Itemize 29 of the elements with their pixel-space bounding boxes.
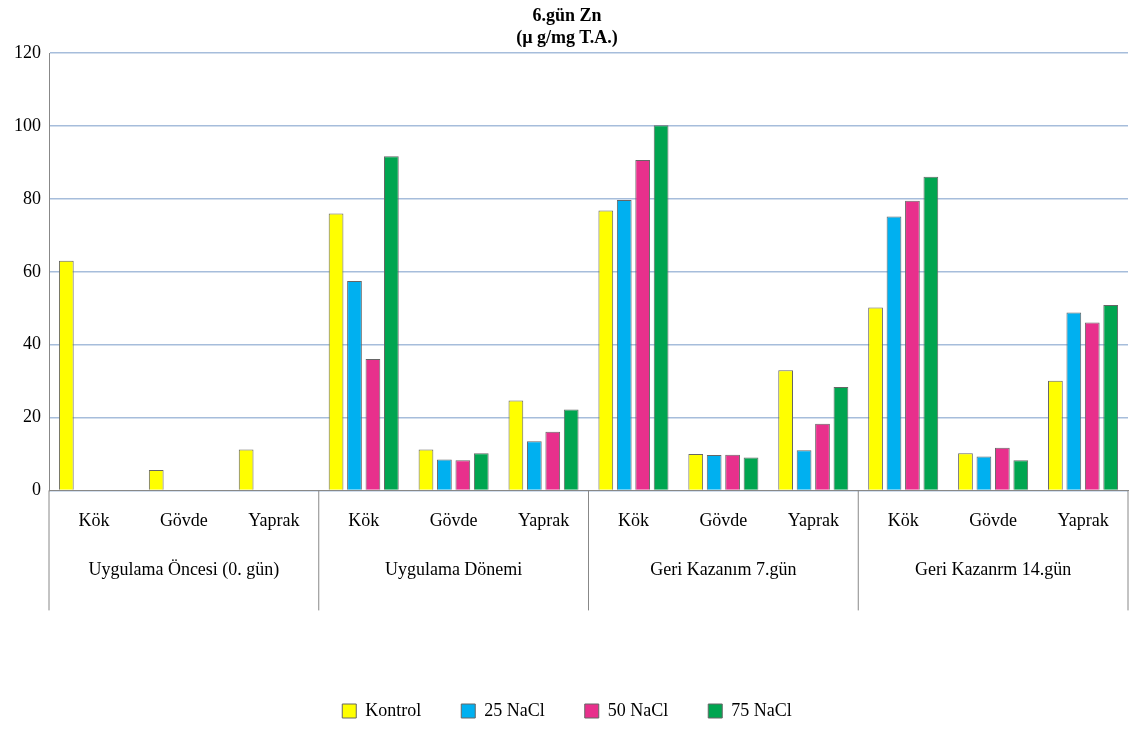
legend-label: 75 NaCl [731, 699, 792, 720]
y-tick-label: 60 [23, 260, 41, 281]
x-tick-label: Gövde [159, 509, 208, 530]
x-tick-label: Gövde [699, 509, 748, 530]
y-tick-label: 40 [23, 333, 41, 354]
x-tick-label: Kök [78, 509, 110, 530]
chart-subtitle: (µ g/mg T.A.) [516, 27, 618, 49]
x-tick-label: Kök [617, 509, 649, 530]
y-tick-label: 80 [23, 187, 41, 208]
chart-title: 6.gün Zn [532, 5, 602, 26]
x-tick-label: Kök [348, 509, 380, 530]
text: Uygulama Öncesi (0. gün) [88, 559, 280, 581]
legend-label: 50 NaCl [607, 699, 669, 720]
y-tick-label: 100 [14, 114, 41, 135]
legend-label: 25 NaCl [484, 699, 545, 720]
text: Uygulama Dönemi [384, 559, 523, 580]
text: Geri Kazanım 7.gün [650, 559, 797, 580]
x-tick-label: Yaprak [1057, 509, 1109, 530]
x-tick-label: Gövde [969, 509, 1018, 530]
y-tick-label: 0 [32, 479, 41, 500]
y-tick-label: 120 [14, 41, 41, 62]
x-tick-label: Yaprak [248, 509, 300, 530]
x-tick-label: Kök [887, 509, 919, 530]
x-tick-label: Yaprak [787, 509, 839, 530]
legend-label: Kontrol [365, 699, 422, 720]
x-tick-label: Gövde [429, 509, 478, 530]
x-tick-label: Yaprak [517, 509, 570, 530]
y-tick-label: 20 [23, 406, 41, 427]
text: Geri Kazanrm 14.gün [914, 559, 1072, 580]
